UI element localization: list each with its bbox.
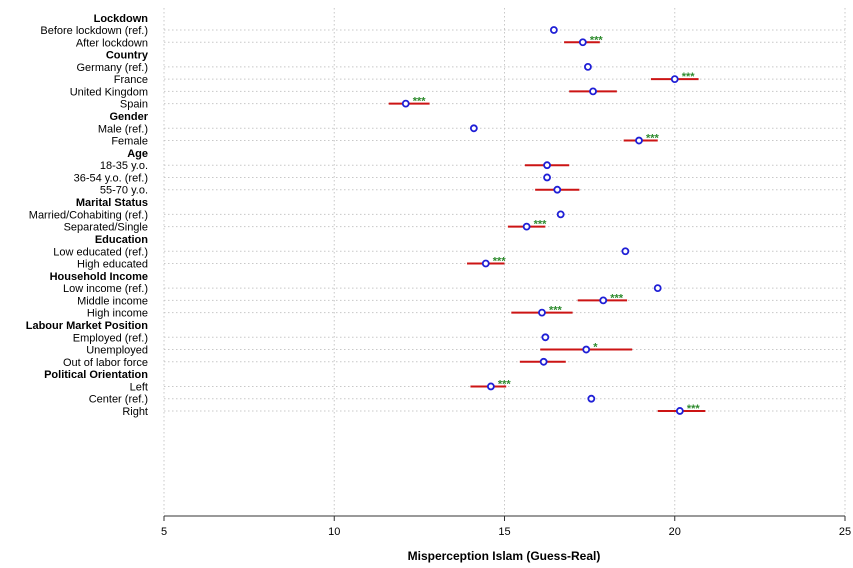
significance-stars: *** [687, 403, 701, 415]
x-axis: 5 10 15 20 25 [161, 515, 851, 538]
row-label: High educated [77, 259, 148, 271]
row-label: Left [130, 381, 148, 393]
row-label: After lockdown [76, 37, 148, 49]
row-label: United Kingdom [70, 86, 148, 98]
row-label: Male (ref.) [98, 123, 148, 135]
significance-stars: *** [493, 256, 507, 268]
row-label: Out of labor force [63, 357, 148, 369]
row-label: Before lockdown (ref.) [40, 25, 148, 37]
x-tick-label: 5 [161, 526, 167, 538]
row-label: High income [87, 308, 148, 320]
row-label: Germany (ref.) [76, 62, 148, 74]
significance-stars: *** [413, 96, 427, 108]
point-estimate [469, 124, 478, 133]
point-estimate [543, 161, 551, 170]
row-label: Employed (ref.) [73, 332, 148, 344]
row-label: Low educated (ref.) [53, 246, 148, 258]
point-estimate [675, 407, 684, 415]
point-estimate [584, 63, 592, 71]
point-estimate [670, 75, 679, 84]
row-label: Unemployed [86, 345, 148, 357]
point-estimate [541, 333, 550, 342]
point-estimate [553, 185, 562, 194]
point-estimate [543, 173, 551, 182]
point-estimate [621, 247, 630, 256]
point-estimate [522, 222, 531, 231]
group-header: Age [127, 148, 148, 160]
group-header: Education [95, 234, 148, 246]
significance-stars: *** [682, 71, 696, 83]
row-label: Low income (ref.) [63, 283, 148, 295]
group-header: Marital Status [76, 197, 148, 209]
row-label: 36-54 y.o. (ref.) [74, 172, 148, 184]
significance-stars: *** [610, 292, 624, 304]
point-estimate [486, 382, 495, 391]
row-label: Right [122, 406, 148, 418]
row-label: 18-35 y.o. [100, 160, 148, 172]
row-label: France [114, 74, 148, 86]
grid-layer [163, 8, 846, 516]
point-estimate [578, 38, 587, 47]
x-tick-label: 15 [498, 526, 510, 538]
group-header: Country [106, 50, 149, 62]
significance-stars: *** [534, 219, 548, 231]
row-label: Middle income [77, 295, 148, 307]
group-header: Political Orientation [44, 369, 148, 381]
point-estimate [599, 296, 608, 305]
point-estimate [587, 394, 596, 403]
point-estimate [556, 210, 565, 219]
group-header: Labour Market Position [26, 320, 149, 332]
point-estimate [635, 136, 643, 145]
group-header: Household Income [50, 271, 148, 283]
row-label: Female [111, 136, 148, 148]
row-label: Married/Cohabiting (ref.) [29, 209, 148, 221]
x-tick-label: 10 [328, 526, 340, 538]
significance-stars: *** [498, 378, 512, 390]
significance-stars: *** [590, 34, 604, 46]
point-estimate [481, 259, 490, 268]
point-estimate [582, 345, 591, 354]
point-estimate [539, 357, 548, 366]
point-estimate [549, 26, 558, 34]
point-estimate [653, 284, 662, 293]
significance-stars: *** [549, 305, 563, 317]
point-estimate [589, 87, 597, 96]
x-axis-title: Misperception Islam (Guess-Real) [408, 549, 601, 563]
row-label: Spain [120, 99, 148, 111]
row-label: 55-70 y.o. [100, 185, 148, 197]
group-header: Gender [109, 111, 148, 123]
row-label: Center (ref.) [89, 394, 148, 406]
x-tick-label: 20 [669, 526, 681, 538]
point-estimate [401, 99, 410, 108]
mark-layer: ******************************* [388, 26, 706, 415]
significance-stars: *** [646, 133, 660, 145]
x-tick-label: 25 [839, 526, 851, 538]
group-header: Lockdown [94, 13, 149, 25]
significance-stars: * [593, 342, 598, 354]
row-label: Separated/Single [64, 222, 148, 234]
point-estimate [538, 308, 546, 317]
